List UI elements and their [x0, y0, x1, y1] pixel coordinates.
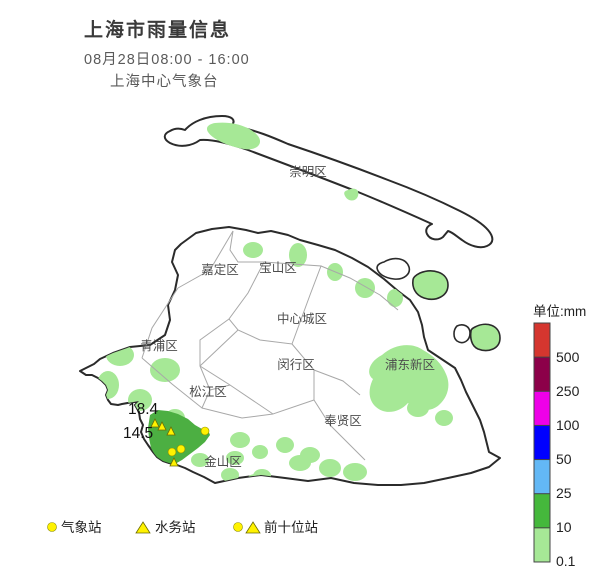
svg-text:水务站: 水务站 [155, 520, 196, 535]
svg-text:100: 100 [556, 417, 580, 433]
svg-text:浦东新区: 浦东新区 [385, 357, 435, 372]
svg-text:嘉定区: 嘉定区 [201, 262, 239, 277]
svg-text:14.5: 14.5 [123, 425, 153, 442]
svg-text:50: 50 [556, 451, 572, 467]
svg-text:18.4: 18.4 [128, 401, 159, 418]
svg-text:奉贤区: 奉贤区 [324, 414, 362, 428]
svg-text:松江区: 松江区 [189, 385, 227, 399]
svg-text:中心城区: 中心城区 [277, 311, 327, 326]
svg-text:250: 250 [556, 383, 580, 399]
svg-text:单位:mm: 单位:mm [533, 304, 586, 319]
svg-text:宝山区: 宝山区 [259, 261, 297, 275]
svg-text:前十位站: 前十位站 [264, 519, 318, 535]
svg-text:25: 25 [556, 485, 572, 501]
svg-text:青浦区: 青浦区 [140, 339, 178, 353]
svg-text:崇明区: 崇明区 [289, 165, 327, 179]
svg-text:气象站: 气象站 [61, 520, 102, 535]
svg-text:500: 500 [556, 349, 580, 365]
svg-text:金山区: 金山区 [204, 454, 242, 469]
svg-text:10: 10 [556, 519, 572, 535]
svg-text:闵行区: 闵行区 [277, 357, 315, 372]
svg-text:0.1: 0.1 [556, 553, 576, 569]
